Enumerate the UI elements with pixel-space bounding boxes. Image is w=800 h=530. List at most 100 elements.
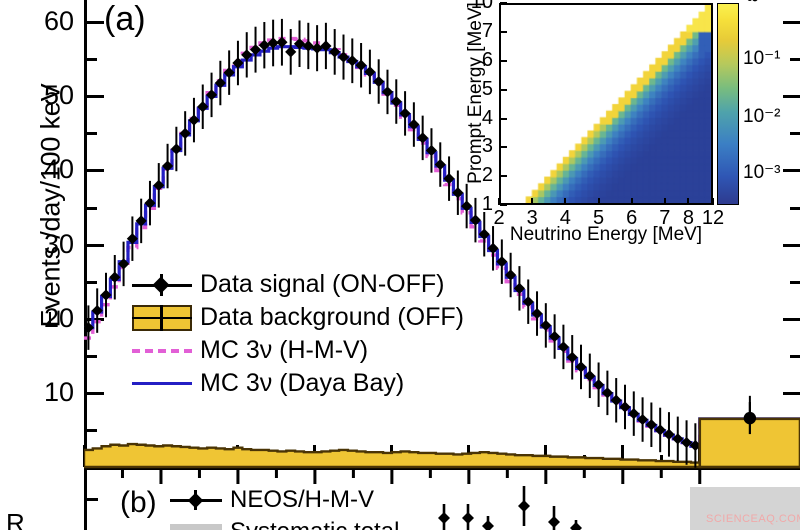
panel-b-x-tick	[390, 470, 394, 484]
y-minor-tick	[87, 132, 97, 136]
last-bin-data-point	[743, 402, 757, 435]
inset-x-tick-label: 8	[682, 207, 694, 229]
panel-b-x-tick	[467, 470, 471, 484]
main-legend: Data signal (ON-OFF) Data background (OFF…	[132, 268, 464, 400]
y-right-tick	[790, 58, 800, 62]
y-minor-tick	[87, 58, 97, 62]
inset-y-tick-label: 1	[481, 193, 493, 215]
x-major-tick	[621, 445, 625, 467]
inset-x-tick-mark	[663, 198, 666, 205]
inset-y-tick-label: 6	[481, 49, 493, 72]
legend-entry: Data signal (ON-OFF)	[132, 268, 462, 301]
y-tick-label: 10	[43, 376, 74, 407]
legend-gray-band-icon	[170, 522, 222, 530]
panel-b-x-tick	[659, 470, 663, 478]
watermark-box	[690, 487, 800, 530]
panel-b-x-tick	[544, 470, 548, 484]
inset-y-tick-label: 7	[481, 20, 493, 43]
legend-label: MC 3ν (H-M-V)	[200, 336, 369, 364]
inset-x-tick-mark	[630, 198, 633, 205]
panel-b-legend-entry: Systematic total	[170, 516, 399, 530]
panel-b-x-tick	[120, 470, 124, 478]
colorbar-title: ε	[741, 0, 764, 2]
y-major-tick	[87, 95, 104, 99]
y-tick-label: 40	[43, 154, 74, 185]
panel-b-x-tick	[84, 470, 86, 484]
y-right-tick	[783, 243, 800, 247]
legend-errorbar-marker-icon	[170, 490, 222, 510]
inset-x-tick-label: 3	[526, 207, 538, 229]
panel-b-y-tick	[84, 498, 98, 501]
legend-entry: Data background (OFF)	[132, 301, 464, 334]
inset-x-tick-mark	[498, 198, 500, 205]
colorbar-tick-label: 10⁻²	[743, 106, 781, 128]
panel-b-x-tick	[274, 470, 278, 478]
inset-y-tick-mark	[500, 175, 507, 178]
inset-x-tick-mark	[597, 198, 600, 205]
panel-b-x-tick	[159, 470, 163, 484]
inset-y-tick-mark	[500, 204, 507, 206]
inset-x-tick-mark	[712, 198, 714, 205]
inset-x-tick-label: 2	[493, 207, 505, 229]
y-tick-label: 60	[43, 6, 74, 37]
panel-b-y-axis-label: R	[6, 508, 25, 530]
inset-x-tick-label: 6	[626, 207, 638, 229]
y-major-tick	[87, 243, 104, 247]
y-right-tick	[790, 354, 800, 358]
y-minor-tick	[87, 206, 97, 210]
inset-x-tick-mark	[687, 198, 690, 205]
legend-label: MC 3ν (Daya Bay)	[200, 369, 405, 397]
inset-x-tick-label: 7	[659, 207, 671, 229]
ratio-data-points	[438, 486, 582, 530]
y-right-tick	[783, 21, 800, 25]
legend-solid-line-icon	[132, 373, 192, 395]
y-minor-tick	[87, 428, 97, 432]
panel-b-x-tick	[505, 470, 509, 478]
inset-y-tick-mark	[500, 146, 507, 149]
inset-x-tick-label: 4	[559, 207, 571, 229]
panel-b-x-tick	[428, 470, 432, 478]
inset-x-tick-mark	[531, 198, 534, 205]
y-right-tick	[790, 206, 800, 210]
panel-b-legend-label: Systematic total	[230, 520, 399, 530]
panel-b-x-tick	[313, 470, 317, 484]
legend-errorbar-marker-icon	[132, 273, 192, 296]
y-tick-label: 50	[43, 80, 74, 111]
spectrum-plot	[84, 18, 800, 469]
inset-panel: Prompt Energy [MeV] Neutrino Energy [MeV…	[455, 0, 781, 245]
y-major-tick	[87, 317, 104, 321]
panel-b-legend: NEOS/H-M-V Systematic total	[170, 484, 399, 530]
panel-b-x-tick	[236, 470, 240, 484]
data-signal-points	[84, 18, 757, 468]
inset-y-tick-label: 4	[481, 106, 493, 129]
legend-filled-box-icon	[132, 304, 192, 331]
y-right-tick	[783, 391, 800, 395]
y-right-tick	[783, 95, 800, 99]
inset-x-axis-label: Neutrino Energy [MeV]	[509, 224, 703, 245]
panel-b-legend-label: NEOS/H-M-V	[230, 486, 374, 513]
panel-b-x-tick	[582, 470, 586, 478]
legend-label: Data signal (ON-OFF)	[200, 270, 445, 298]
inset-heatmap-frame	[499, 3, 713, 205]
inset-y-tick-label: 10	[470, 0, 493, 13]
response-matrix-heatmap	[501, 5, 711, 203]
main-plot-panel: Events /day/100 keV 10 20 30 40 50 60 (a) Dat…	[36, 0, 800, 470]
y-tick-label: 30	[43, 228, 74, 259]
y-right-tick	[790, 280, 800, 284]
y-right-tick	[783, 169, 800, 173]
y-minor-tick	[87, 354, 97, 358]
y-axis-line	[84, 0, 87, 470]
colorbar-tick-label: 10⁻³	[743, 161, 781, 183]
panel-b-legend-entry: NEOS/H-M-V	[170, 484, 399, 516]
y-minor-tick	[87, 280, 97, 284]
inset-y-tick-mark	[500, 2, 507, 4]
panel-b-x-tick	[351, 470, 355, 478]
ratio-plot-panel: (b) NEOS/H-M-V Systematic total R	[0, 470, 800, 530]
inset-y-tick-mark	[500, 31, 507, 34]
inset-y-tick-mark	[500, 117, 507, 120]
panel-b-x-tick	[197, 470, 201, 478]
y-right-tick	[783, 317, 800, 321]
y-major-tick	[87, 169, 104, 173]
mc-dayabay-curve	[84, 45, 800, 448]
